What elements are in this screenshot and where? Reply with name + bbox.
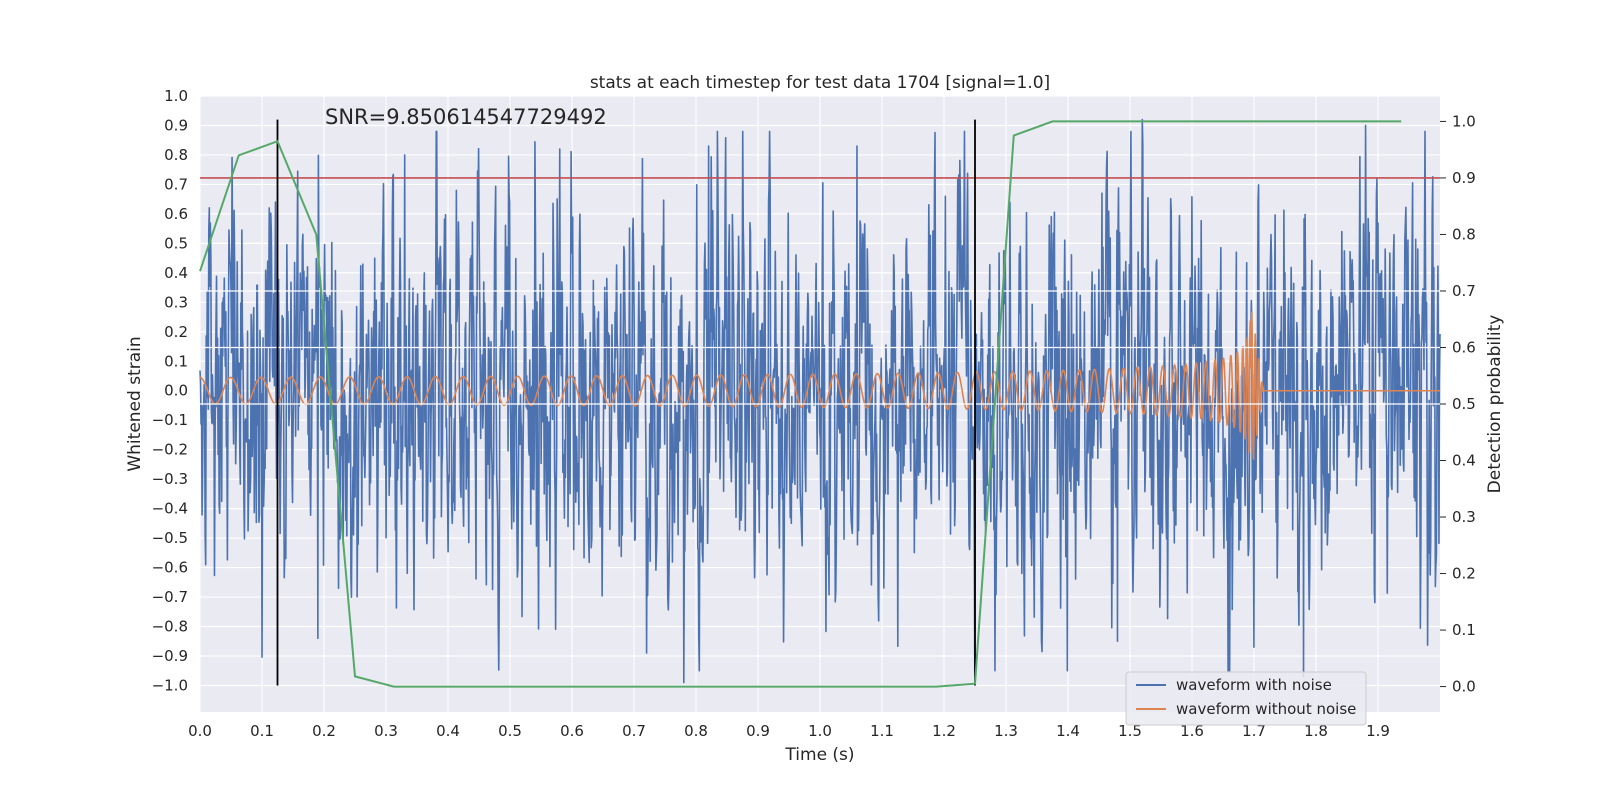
line-waveform-with-noise — [199, 118, 1441, 684]
x-tick-label: 1.2 — [932, 722, 956, 740]
x-tick-label: 0.7 — [622, 722, 646, 740]
series-waveform-with-noise — [199, 118, 1441, 684]
y2-tick-label: 0.1 — [1452, 621, 1476, 639]
y-tick-label: 0.7 — [164, 175, 188, 193]
y-tick-label: −0.5 — [152, 529, 188, 547]
y-tick-label: 0.2 — [164, 323, 188, 341]
legend-box — [1125, 671, 1367, 726]
y-tick-label: −0.1 — [152, 411, 188, 429]
y-tick-label: 0.0 — [164, 382, 188, 400]
y2-tick-label: 1.0 — [1452, 112, 1476, 130]
chart-title: stats at each timestep for test data 170… — [590, 73, 1050, 93]
x-tick-label: 1.1 — [870, 722, 894, 740]
x-tick-label: 0.2 — [312, 722, 336, 740]
series-detection-probability — [199, 120, 1402, 688]
x-tick-label: 0.6 — [560, 722, 584, 740]
y-tick-label: 0.1 — [164, 352, 188, 370]
y-tick-label: −0.9 — [152, 647, 188, 665]
y-tick-label: −0.4 — [152, 500, 188, 518]
y2-axis-ticks: 1.0 0.9 0.8 0.7 0.6 0.5 0.4 0.3 0.2 0.1 0.0 — [1440, 112, 1476, 696]
y2-tick-label: 0.8 — [1452, 225, 1476, 243]
x-axis-ticks: 0.0 0.1 0.2 0.3 0.4 0.5 0.6 0.7 0.8 0.9 1.0 1.1 1.2 1… — [188, 722, 1390, 740]
x-tick-label: 1.9 — [1366, 722, 1390, 740]
y-tick-label: 0.8 — [164, 146, 188, 164]
y-tick-label: 0.5 — [164, 234, 188, 252]
y-tick-label: −0.2 — [152, 441, 188, 459]
series-waveform-without-noise — [199, 311, 1440, 460]
plot-area — [199, 118, 1441, 688]
y2-tick-label: 0.6 — [1452, 338, 1476, 356]
x-tick-label: 1.5 — [1118, 722, 1142, 740]
y-tick-label: −0.3 — [152, 470, 188, 488]
x-tick-label: 0.5 — [498, 722, 522, 740]
x-axis-label: Time (s) — [784, 745, 854, 765]
y-tick-label: −1.0 — [152, 676, 188, 694]
x-tick-label: 1.6 — [1180, 722, 1204, 740]
x-tick-label: 0.0 — [188, 722, 212, 740]
y-tick-label: 0.3 — [164, 293, 188, 311]
overlay-grid-lines — [200, 290, 1440, 405]
x-tick-label: 1.4 — [1056, 722, 1080, 740]
snr-annotation: SNR=9.850614547729492 — [325, 105, 607, 129]
y2-tick-label: 0.4 — [1452, 452, 1476, 470]
y2-tick-label: 0.0 — [1452, 678, 1476, 696]
x-tick-label: 0.8 — [684, 722, 708, 740]
x-tick-label: 1.0 — [808, 722, 832, 740]
x-tick-label: 1.3 — [994, 722, 1018, 740]
y-tick-label: 0.9 — [164, 116, 188, 134]
y2-tick-label: 0.2 — [1452, 565, 1476, 583]
event-markers — [276, 119, 976, 686]
y2-tick-label: 0.5 — [1452, 395, 1476, 413]
legend: waveform with noise waveform without noi… — [1125, 671, 1367, 726]
y-tick-label: −0.6 — [152, 559, 188, 577]
y2-axis-label: Detection probability — [1485, 315, 1505, 494]
x-tick-label: 0.1 — [250, 722, 274, 740]
y-tick-label: 0.6 — [164, 205, 188, 223]
x-tick-label: 1.7 — [1242, 722, 1266, 740]
y-axis-ticks: 1.0 0.9 0.8 0.7 0.6 0.5 0.4 0.3 0.2 0.1 0.0 −0.1 −0.… — [152, 87, 188, 694]
x-tick-label: 0.3 — [374, 722, 398, 740]
y-axis-label: Whitened strain — [125, 336, 145, 471]
y-tick-label: 1.0 — [164, 87, 188, 105]
y-tick-label: −0.8 — [152, 618, 188, 636]
y-tick-label: −0.7 — [152, 588, 188, 606]
y2-tick-label: 0.3 — [1452, 508, 1476, 526]
legend-label-clean: waveform without noise — [1176, 700, 1356, 718]
x-tick-label: 0.9 — [746, 722, 770, 740]
x-tick-label: 0.4 — [436, 722, 460, 740]
legend-label-noise: waveform with noise — [1176, 676, 1332, 694]
line-waveform-without-noise — [199, 311, 1440, 460]
y2-tick-label: 0.9 — [1452, 169, 1476, 187]
y2-tick-label: 0.7 — [1452, 282, 1476, 300]
y-tick-label: 0.4 — [164, 264, 188, 282]
x-tick-label: 1.8 — [1304, 722, 1328, 740]
line-detection-probability — [199, 120, 1402, 688]
